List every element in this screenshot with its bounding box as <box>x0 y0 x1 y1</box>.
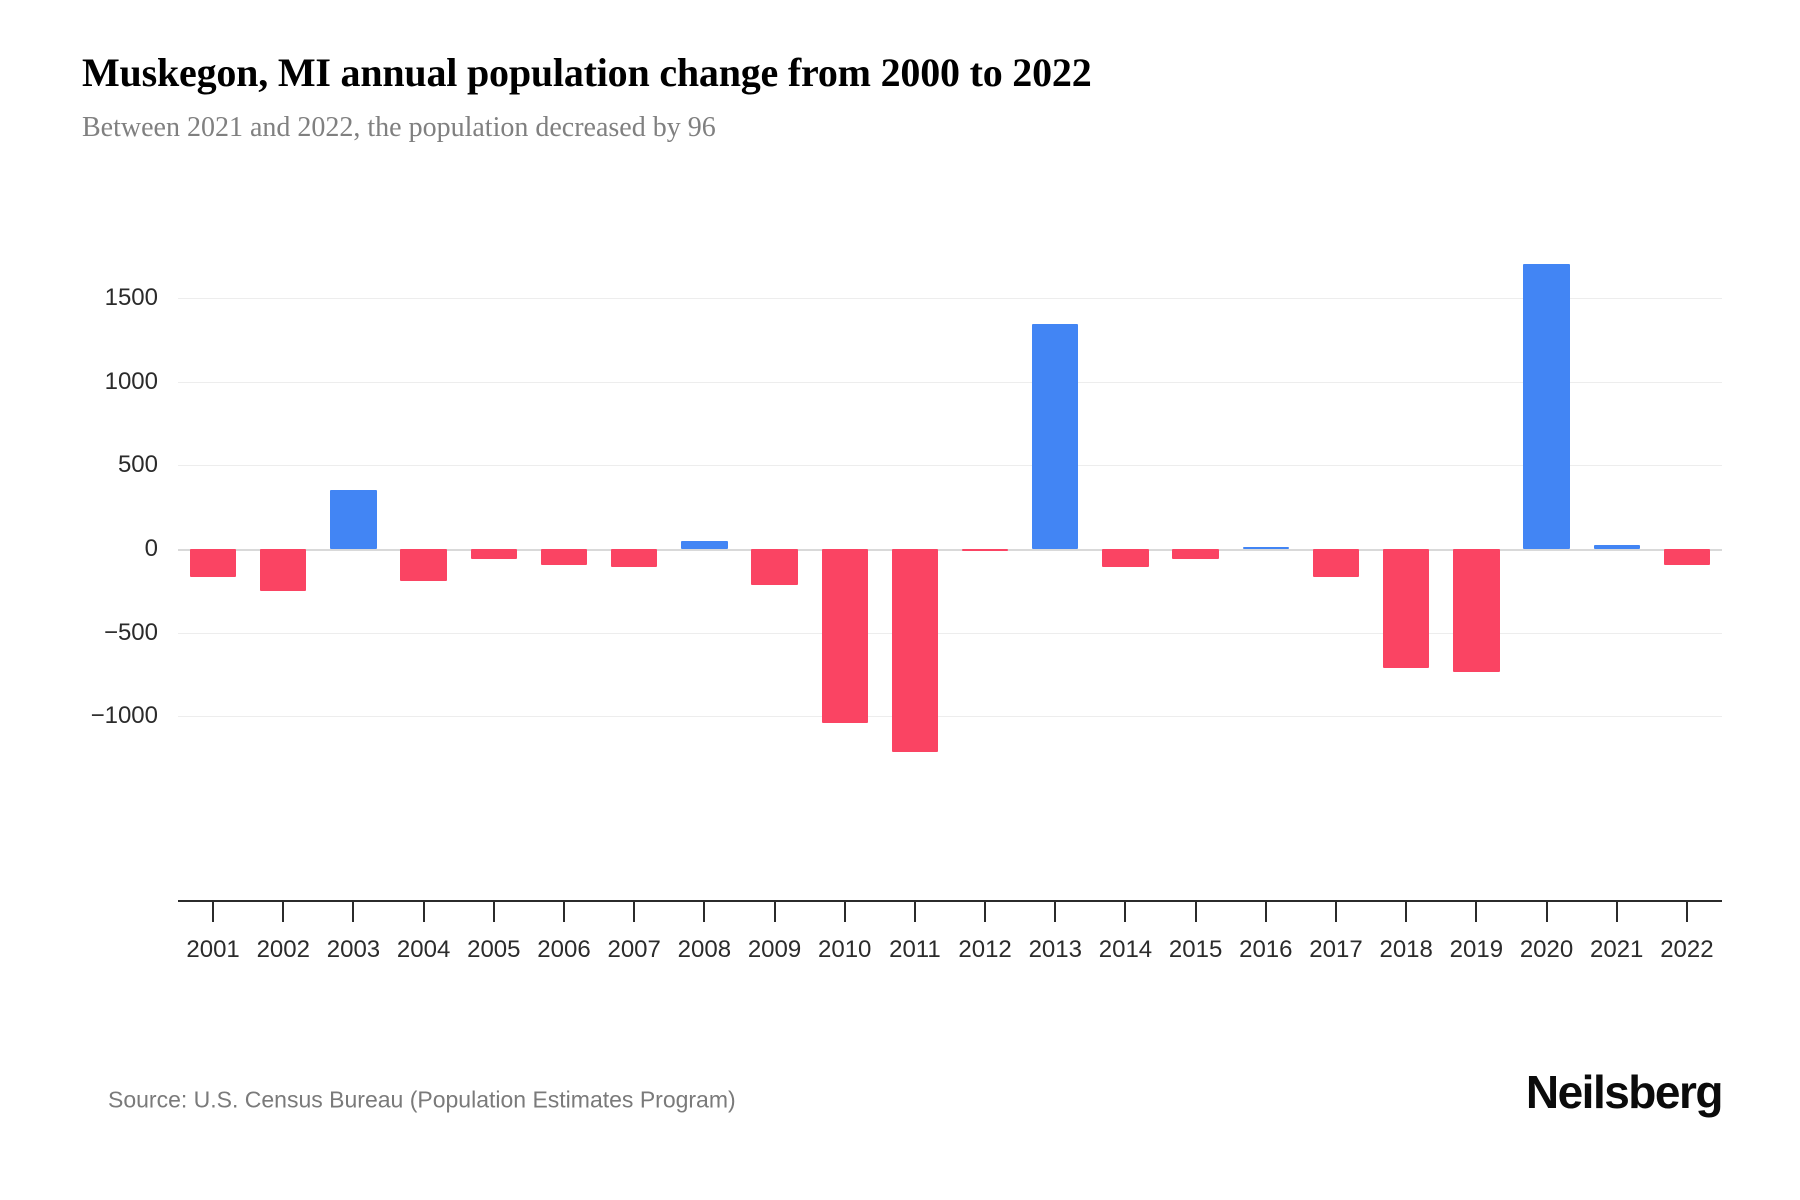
x-axis-tick-label: 2010 <box>818 936 872 963</box>
brand-logo: Neilsberg <box>1525 1066 1724 1118</box>
x-axis-tick-label: 2022 <box>1660 936 1714 963</box>
x-axis-tick <box>1335 900 1337 922</box>
x-axis-tick <box>1545 900 1548 922</box>
x-axis-tick-label: 2009 <box>747 936 802 963</box>
bar-2006[interactable] <box>540 549 588 565</box>
zero-axis-line <box>178 549 1722 551</box>
x-axis-tick-label: 2014 <box>1098 936 1153 963</box>
gridline <box>178 381 1722 383</box>
x-axis-tick-label: 2011 <box>889 936 941 963</box>
y-axis-tick-label: −1000 <box>90 702 158 730</box>
x-axis-tick <box>1124 900 1127 922</box>
x-axis-tick <box>352 900 355 922</box>
x-axis-tick <box>1685 900 1688 922</box>
bar-2009[interactable] <box>751 549 798 585</box>
x-axis-tick-label: 2004 <box>396 936 451 963</box>
x-axis-tick <box>1194 900 1197 922</box>
x-axis-tick <box>773 900 776 922</box>
x-axis-tick-label: 2018 <box>1379 936 1433 963</box>
x-axis-tick-label: 2005 <box>467 936 521 963</box>
x-axis-tick-label: 2021 <box>1590 936 1644 963</box>
x-axis-tick <box>212 900 215 922</box>
chart-subtitle: Between 2021 and 2022, the population de… <box>82 112 716 143</box>
x-axis-tick-label: 2002 <box>256 936 310 963</box>
bar-2004[interactable] <box>400 549 447 581</box>
bar-2002[interactable] <box>260 549 307 591</box>
bar-2022[interactable] <box>1663 549 1711 566</box>
x-axis-tick-label: 2012 <box>958 936 1012 963</box>
x-axis-tick <box>492 900 495 922</box>
bar-2018[interactable] <box>1383 549 1430 668</box>
x-axis-tick-label: 2019 <box>1449 936 1504 963</box>
gridline <box>178 632 1722 634</box>
x-axis-tick-label: 2017 <box>1309 936 1363 963</box>
x-axis-tick-label: 2020 <box>1519 936 1574 963</box>
x-axis-tick-label: 2008 <box>677 936 732 963</box>
bar-2003[interactable] <box>330 489 377 549</box>
bar-2019[interactable] <box>1453 549 1500 673</box>
bar-2014[interactable] <box>1102 549 1149 567</box>
bar-2012[interactable] <box>961 549 1009 551</box>
x-axis-tick <box>984 900 987 922</box>
x-axis-tick <box>633 900 636 922</box>
bar-2007[interactable] <box>611 549 658 567</box>
x-axis-tick-label: 2016 <box>1239 936 1293 963</box>
gridline <box>178 297 1722 299</box>
bar-2001[interactable] <box>189 549 237 578</box>
y-axis-tick-label: 0 <box>144 535 158 562</box>
x-axis-tick-label: 2006 <box>537 936 591 963</box>
chart-header: Muskegon, MI annual population change fr… <box>82 46 1722 148</box>
x-axis-tick <box>1405 900 1408 922</box>
x-axis-tick <box>282 900 285 922</box>
x-axis-tick <box>1475 900 1478 922</box>
x-axis-tick <box>1615 900 1618 922</box>
gridline <box>178 716 1722 718</box>
bar-2016[interactable] <box>1242 546 1289 549</box>
x-axis-tick <box>703 900 706 922</box>
bar-2021[interactable] <box>1593 544 1640 549</box>
bar-2005[interactable] <box>470 549 517 560</box>
x-axis-tick <box>913 900 916 922</box>
x-axis-tick <box>1054 900 1057 922</box>
x-axis-tick-label: 2003 <box>326 936 381 963</box>
x-axis-tick <box>1264 900 1267 922</box>
bar-2011[interactable] <box>891 549 939 753</box>
bar-2017[interactable] <box>1312 549 1360 577</box>
x-axis-tick <box>563 900 565 922</box>
bar-2008[interactable] <box>681 540 728 549</box>
x-axis-line <box>178 900 1722 902</box>
bar-2010[interactable] <box>821 549 868 724</box>
x-axis-tick-label: 2013 <box>1028 936 1082 963</box>
x-axis-tick-label: 2007 <box>607 936 661 963</box>
bar-2020[interactable] <box>1523 264 1570 549</box>
bar-2013[interactable] <box>1032 323 1079 549</box>
x-axis-tick <box>422 900 425 922</box>
y-axis-tick-label: 1500 <box>104 283 158 311</box>
x-axis-tick <box>843 900 846 922</box>
page-title: Muskegon, MI annual population change fr… <box>82 50 1092 95</box>
source-note: Source: U.S. Census Bureau (Population E… <box>108 1086 736 1113</box>
y-axis-tick-label: 1000 <box>104 367 158 395</box>
y-axis-tick-label: −500 <box>103 618 158 646</box>
bar-2015[interactable] <box>1172 549 1219 560</box>
x-axis-tick-label: 2015 <box>1168 936 1223 963</box>
y-axis-tick-label: 500 <box>117 451 158 479</box>
bar-chart: 1500 1000 500 0 −500 −1000 2001 2002 2003 2004 200… <box>91 260 1722 963</box>
x-axis-tick-label: 2001 <box>186 936 240 963</box>
gridline <box>178 465 1722 467</box>
